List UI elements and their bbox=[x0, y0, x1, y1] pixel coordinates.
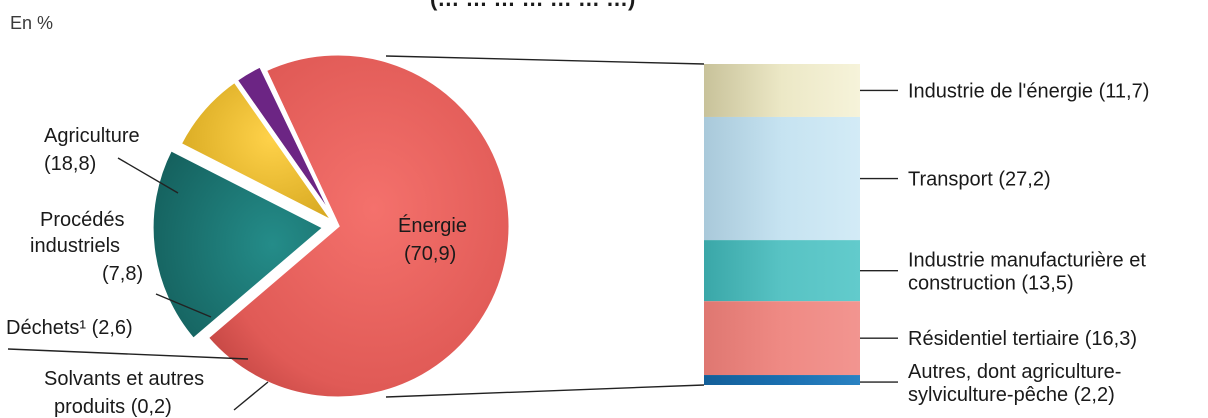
connector-bottom bbox=[385, 384, 705, 398]
bar-label: Industrie manufacturière et construction … bbox=[908, 250, 1146, 295]
label-agriculture: Agriculture (18,8) bbox=[44, 125, 145, 175]
slice-agriculture bbox=[150, 147, 327, 342]
stacked-bar bbox=[704, 64, 860, 385]
bar-label: Transport (27,2) bbox=[908, 169, 1051, 191]
connector-top bbox=[385, 55, 705, 65]
label-dechets: Déchets¹ (2,6) bbox=[6, 317, 133, 339]
pie-chart bbox=[150, 52, 512, 400]
bar-segment-transport bbox=[704, 116, 860, 241]
slice-solvants bbox=[258, 62, 337, 222]
bar-segment-residentiel bbox=[704, 301, 860, 376]
unit-label: En % bbox=[10, 13, 53, 33]
bar-labels: Industrie de l'énergie (11,7) Transport (… bbox=[860, 80, 1149, 406]
label-solvants: Solvants et autres produits (0,2) bbox=[44, 368, 210, 418]
label-energie: Énergie (70,9) bbox=[398, 214, 473, 265]
bar-segment-autres bbox=[704, 375, 860, 385]
bar-label: Résidentiel tertiaire (16,3) bbox=[908, 328, 1137, 350]
bar-label: Autres, dont agriculture-sylviculture-pê… bbox=[908, 361, 1121, 406]
chart-title-partial: (… … … … … … …) bbox=[430, 0, 635, 11]
label-procedes: Procédés industriels (7,8) bbox=[30, 209, 143, 285]
bar-label: Industrie de l'énergie (11,7) bbox=[908, 80, 1149, 102]
leader-solvants bbox=[233, 381, 269, 411]
bar-segment-industrie-manufacturiere bbox=[704, 240, 860, 302]
leader-agriculture bbox=[117, 157, 179, 194]
slice-procedes bbox=[178, 79, 335, 224]
leader-dechets bbox=[7, 348, 249, 360]
leader-procedes bbox=[155, 293, 212, 318]
bar-segment-industrie-energie bbox=[704, 64, 860, 117]
slice-energie bbox=[205, 52, 512, 400]
